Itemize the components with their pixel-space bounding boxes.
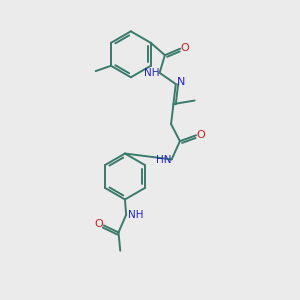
Text: O: O: [197, 130, 206, 140]
Text: NH: NH: [144, 68, 160, 78]
Text: HN: HN: [156, 155, 171, 165]
Text: N: N: [177, 77, 185, 87]
Text: O: O: [181, 43, 189, 53]
Text: NH: NH: [128, 210, 143, 220]
Text: O: O: [94, 219, 103, 229]
